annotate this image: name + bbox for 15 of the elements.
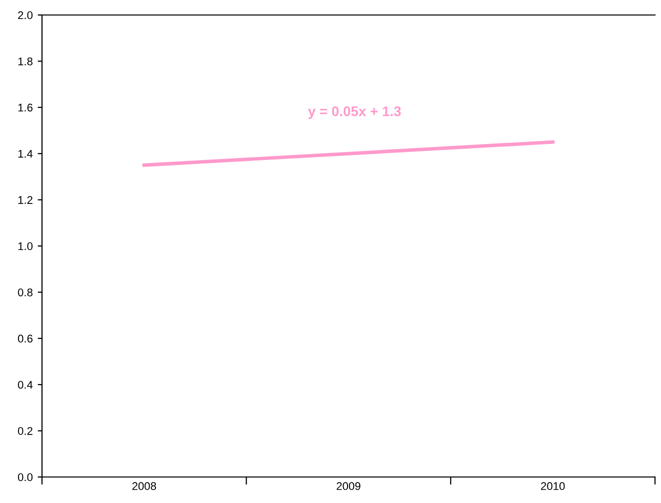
x-tick-label: 2010 — [541, 482, 565, 490]
y-tick-label: 1.8 — [18, 57, 32, 66]
y-tick-label: 0.8 — [18, 288, 32, 296]
y-tick-label: 0.0 — [18, 473, 33, 482]
y-tick-label: 0.4 — [18, 380, 33, 389]
y-tick-label: 1.6 — [18, 104, 32, 112]
y-tick-label: 2.0 — [18, 11, 33, 20]
y-tick-label: 0.6 — [18, 334, 32, 343]
y-tick-label: 1.0 — [18, 242, 33, 250]
x-tick-label: 2009 — [336, 482, 360, 490]
annotation: y = 0.05x + 1.3 — [308, 106, 401, 119]
y-tick-label: 1.4 — [18, 150, 33, 158]
y-tick-label: 0.2 — [18, 427, 32, 435]
x-tick-label: 2008 — [132, 482, 156, 490]
y-tick-label: 1.2 — [18, 196, 32, 204]
